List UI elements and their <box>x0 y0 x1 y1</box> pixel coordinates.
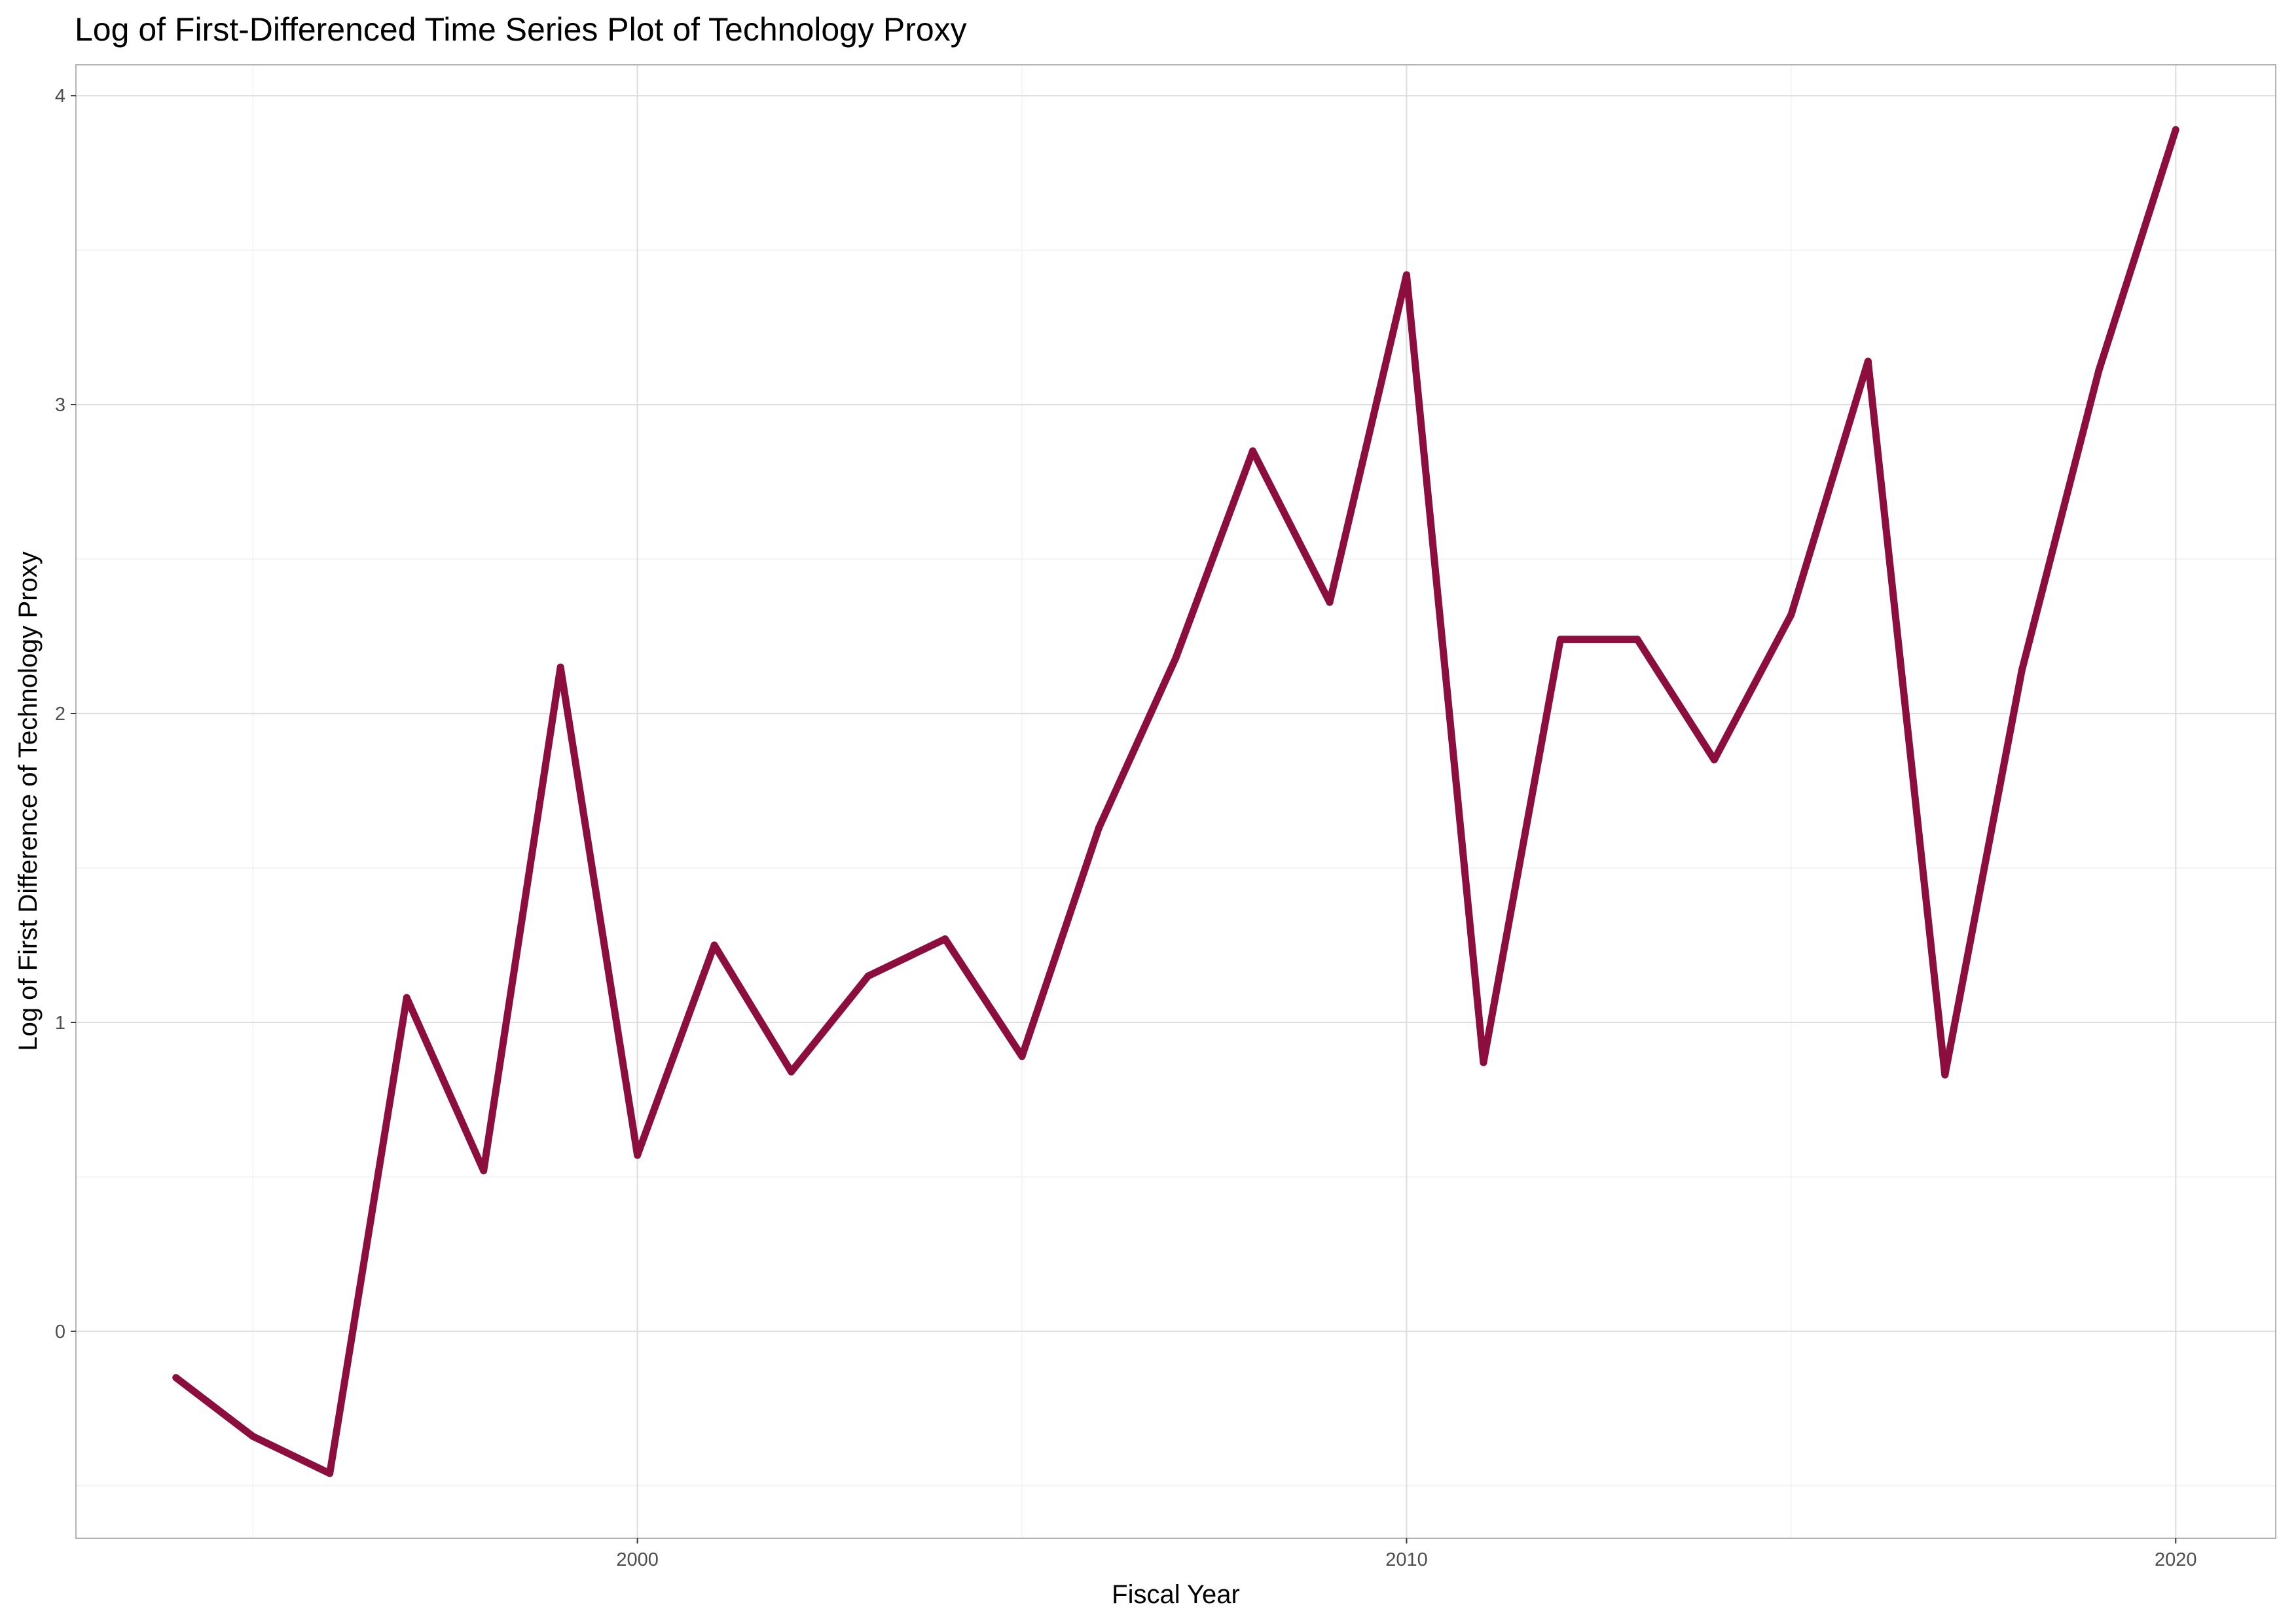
x-axis-title: Fiscal Year <box>1112 1580 1240 1609</box>
plot-panel-border <box>75 64 2276 1539</box>
data-point <box>2095 367 2103 374</box>
data-point <box>1018 1053 1026 1060</box>
y-axis: 0 1 2 3 4 <box>55 86 76 1343</box>
data-point <box>634 1151 642 1159</box>
data-point <box>2172 126 2179 134</box>
data-point <box>864 972 872 980</box>
y-tick-label: 0 <box>55 1322 65 1343</box>
data-point <box>172 1374 180 1382</box>
x-tick-label: 2000 <box>616 1549 659 1570</box>
data-point <box>1556 636 1564 643</box>
chart-title: Log of First-Differenced Time Series Plo… <box>75 11 967 48</box>
data-point <box>403 994 410 1001</box>
series-layer <box>172 126 2179 1477</box>
data-point <box>1402 271 1410 279</box>
data-point <box>1326 598 1334 606</box>
data-point <box>1710 756 1718 764</box>
y-tick-label: 4 <box>55 86 65 107</box>
data-point <box>710 941 718 949</box>
data-point <box>556 663 564 671</box>
data-point <box>1248 447 1256 455</box>
minor-gridlines <box>76 65 2276 1538</box>
data-point <box>1095 824 1103 832</box>
data-point <box>1172 654 1180 662</box>
y-axis-title: Log of First Difference of Technology Pr… <box>14 551 43 1051</box>
data-point <box>2018 666 2026 674</box>
data-point <box>326 1470 334 1477</box>
data-point <box>1787 611 1795 619</box>
data-point <box>941 935 949 943</box>
x-tick-label: 2010 <box>1385 1549 1428 1570</box>
x-tick-label: 2020 <box>2155 1549 2197 1570</box>
data-point <box>249 1432 257 1440</box>
data-point <box>1864 357 1872 365</box>
y-tick-label: 2 <box>55 704 65 725</box>
y-tick-label: 1 <box>55 1013 65 1034</box>
data-point <box>1480 1058 1487 1066</box>
data-point <box>788 1068 795 1075</box>
data-point <box>1941 1071 1949 1079</box>
x-axis: 2000 2010 2020 <box>616 1538 2197 1570</box>
data-point <box>480 1166 488 1174</box>
y-tick-label: 3 <box>55 395 65 416</box>
data-point <box>1633 636 1641 643</box>
